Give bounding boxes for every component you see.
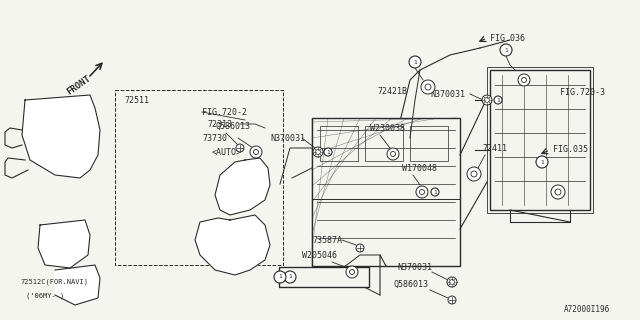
Text: FIG.720-2: FIG.720-2 xyxy=(202,108,247,116)
Circle shape xyxy=(236,144,244,152)
Text: FRONT: FRONT xyxy=(65,74,92,96)
Text: 73587A: 73587A xyxy=(312,236,342,244)
Text: Q586013: Q586013 xyxy=(216,122,251,131)
Text: W170048: W170048 xyxy=(402,164,437,172)
Circle shape xyxy=(284,271,296,283)
Circle shape xyxy=(387,148,399,160)
Text: FIG.036: FIG.036 xyxy=(490,34,525,43)
Circle shape xyxy=(536,156,548,168)
Bar xyxy=(365,126,403,161)
Text: 1: 1 xyxy=(540,159,544,164)
Text: 1: 1 xyxy=(326,149,330,155)
Text: 72313: 72313 xyxy=(207,119,232,129)
Circle shape xyxy=(448,296,456,304)
Text: 73730: 73730 xyxy=(202,133,227,142)
Circle shape xyxy=(313,147,323,157)
Bar xyxy=(410,126,448,161)
Bar xyxy=(320,126,358,161)
Polygon shape xyxy=(195,215,270,275)
Text: N370031: N370031 xyxy=(430,90,465,99)
Circle shape xyxy=(421,80,435,94)
Text: 1: 1 xyxy=(413,60,417,65)
Text: N370031: N370031 xyxy=(270,133,305,142)
Text: W205046: W205046 xyxy=(302,252,337,260)
Polygon shape xyxy=(38,220,90,268)
Circle shape xyxy=(467,167,481,181)
Circle shape xyxy=(518,74,530,86)
Text: FIG.035: FIG.035 xyxy=(553,145,588,154)
Bar xyxy=(487,67,593,213)
Bar xyxy=(312,199,460,266)
Circle shape xyxy=(250,146,262,158)
Text: 1: 1 xyxy=(433,189,437,195)
Circle shape xyxy=(551,185,565,199)
Circle shape xyxy=(494,96,502,104)
Text: A72000I196: A72000I196 xyxy=(564,306,610,315)
Polygon shape xyxy=(215,158,270,215)
Text: 72512C(FOR.NAVI): 72512C(FOR.NAVI) xyxy=(20,279,88,285)
Circle shape xyxy=(431,188,439,196)
Bar xyxy=(115,90,283,265)
Text: 72411: 72411 xyxy=(482,143,507,153)
Text: 1: 1 xyxy=(278,275,282,279)
Text: W170063: W170063 xyxy=(300,273,338,282)
Circle shape xyxy=(416,186,428,198)
Circle shape xyxy=(346,266,358,278)
Polygon shape xyxy=(55,265,100,305)
Text: 1: 1 xyxy=(288,275,292,279)
Circle shape xyxy=(482,95,492,105)
Text: Q586013: Q586013 xyxy=(394,279,429,289)
Circle shape xyxy=(500,44,512,56)
Bar xyxy=(312,118,460,266)
Text: <AUTO>: <AUTO> xyxy=(212,148,242,156)
Text: N370031: N370031 xyxy=(397,263,432,273)
Text: 1: 1 xyxy=(496,98,500,102)
Circle shape xyxy=(324,148,332,156)
Polygon shape xyxy=(22,95,100,178)
Circle shape xyxy=(447,277,457,287)
Circle shape xyxy=(356,244,364,252)
Text: ('06MY- ): ('06MY- ) xyxy=(26,293,64,299)
Text: W230038: W230038 xyxy=(370,124,405,132)
Text: 1: 1 xyxy=(504,47,508,52)
FancyBboxPatch shape xyxy=(279,267,369,287)
Bar xyxy=(490,70,590,210)
Text: 72421B: 72421B xyxy=(377,86,407,95)
Text: FIG.720-3: FIG.720-3 xyxy=(560,87,605,97)
Text: 72511: 72511 xyxy=(124,95,149,105)
Circle shape xyxy=(409,56,421,68)
Circle shape xyxy=(274,271,286,283)
